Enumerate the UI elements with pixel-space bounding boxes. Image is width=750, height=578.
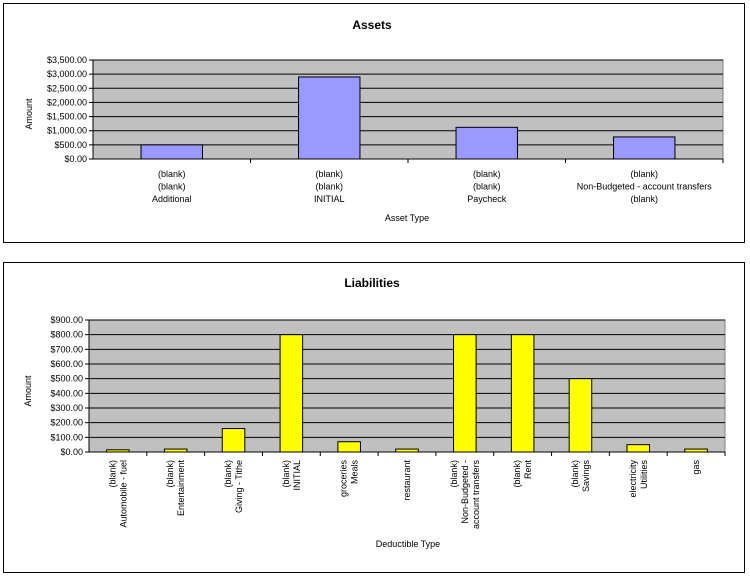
x-tick-label: (blank)	[107, 460, 117, 488]
x-tick-label: gas	[691, 460, 701, 475]
bar	[395, 448, 419, 453]
liabilities-chart-panel: Liabilities $0.00 $100.00 $200.00 $300.00 $4…	[3, 262, 745, 573]
x-tick-label: (blank)	[473, 169, 501, 179]
x-tick-label: Automobile - fuel	[118, 460, 128, 528]
y-tick-label: $2,500.00	[47, 83, 87, 93]
chart-title: Assets	[352, 18, 392, 32]
bar	[626, 444, 651, 453]
y-tick-label: $3,500.00	[47, 55, 87, 65]
x-tick-label: (blank)	[223, 460, 233, 488]
x-tick-label: (blank)	[165, 460, 175, 488]
x-tick-label: (blank)	[630, 194, 658, 204]
y-tick-label: $0.00	[64, 154, 87, 164]
x-tick-label: Non-Budgeted -	[460, 460, 470, 524]
x-tick-label: (blank)	[473, 182, 501, 192]
assets-chart: Assets $0.00 $500.00 $1,000.00 $1,500.00 $2,…	[24, 18, 724, 223]
bar	[510, 334, 535, 453]
x-axis-label: Deductible Type	[376, 539, 440, 549]
x-tick-label: Utilities	[639, 460, 649, 490]
y-tick-label: $800.00	[50, 330, 83, 340]
bar	[568, 378, 593, 453]
x-tick-label: electricity	[628, 460, 638, 498]
y-tick-label: $500.00	[54, 140, 87, 150]
bar	[298, 76, 361, 160]
x-tick-label: (blank)	[158, 169, 186, 179]
x-axis-label: Asset Type	[385, 213, 429, 223]
plot-area	[88, 319, 726, 453]
assets-chart-panel: Assets $0.00 $500.00 $1,000.00 $1,500.00 $2,…	[3, 3, 745, 243]
x-tick-label: Meals	[350, 460, 360, 485]
y-tick-label: $600.00	[50, 359, 83, 369]
y-tick-label: $3,000.00	[47, 69, 87, 79]
x-tick-label: restaurant	[402, 460, 412, 501]
y-tick-label: $500.00	[50, 374, 83, 384]
y-tick-label: $1,500.00	[47, 112, 87, 122]
x-tick-label: (blank)	[630, 169, 658, 179]
y-tick-label: $900.00	[50, 315, 83, 325]
y-tick-label: $0.00	[60, 447, 83, 457]
bar	[337, 441, 361, 453]
liabilities-chart: Liabilities $0.00 $100.00 $200.00 $300.00 $4…	[23, 276, 726, 549]
x-tick-label: Additional	[152, 194, 192, 204]
bar	[613, 136, 676, 160]
x-tick-label: INITIAL	[314, 194, 345, 204]
y-tick-label: $200.00	[50, 418, 83, 428]
x-tick-label: Giving - Tithe	[234, 460, 244, 513]
x-tick-label: Rent	[523, 460, 533, 480]
x-tick-label: (blank)	[512, 460, 522, 488]
x-tick-label: (blank)	[315, 169, 343, 179]
bar	[279, 334, 304, 453]
x-tick-label: Paycheck	[467, 194, 507, 204]
y-axis-label: Amount	[24, 98, 34, 130]
x-tick-label: groceries	[339, 460, 349, 498]
y-tick-label: $700.00	[50, 344, 83, 354]
bar	[455, 126, 518, 160]
bar	[163, 448, 188, 453]
x-tick-label: INITIAL	[292, 460, 302, 491]
x-tick-label: (blank)	[570, 460, 580, 488]
x-tick-label: Entertainment	[176, 460, 186, 517]
y-tick-label: $400.00	[50, 388, 83, 398]
chart-title: Liabilities	[344, 276, 400, 290]
y-tick-label: $300.00	[50, 403, 83, 413]
bar	[106, 449, 130, 453]
bar	[221, 428, 246, 453]
x-tick-label: (blank)	[158, 182, 186, 192]
bar	[684, 448, 708, 453]
bar	[453, 334, 477, 453]
y-axis-label: Amount	[23, 375, 33, 407]
bar	[140, 144, 203, 160]
x-tick-label: Savings	[581, 460, 591, 493]
y-tick-label: $100.00	[50, 432, 83, 442]
x-tick-label: (blank)	[281, 460, 291, 488]
x-tick-label: (blank)	[315, 182, 343, 192]
x-tick-label: Non-Budgeted - account transfers	[577, 182, 713, 192]
x-tick-label: (blank)	[449, 460, 459, 488]
y-tick-label: $2,000.00	[47, 97, 87, 107]
y-tick-label: $1,000.00	[47, 126, 87, 136]
x-tick-label: account transfers	[471, 460, 481, 530]
